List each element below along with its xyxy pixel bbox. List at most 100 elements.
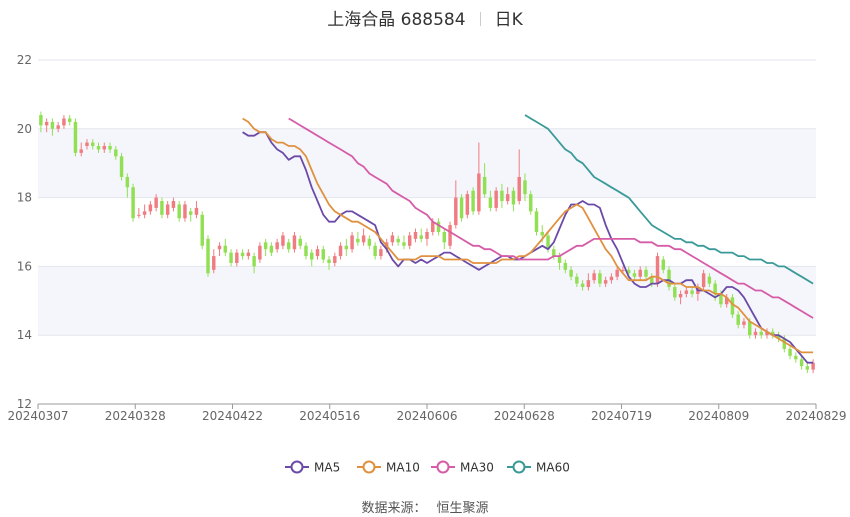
candle-body <box>333 256 337 263</box>
chart-header: 上海合晶 688584 日K <box>0 5 850 30</box>
candle-body <box>776 335 781 339</box>
candle-up <box>701 269 706 291</box>
candle-down <box>511 187 516 212</box>
candle-up <box>281 232 285 250</box>
candle-up <box>603 276 608 288</box>
candle-body <box>465 194 470 215</box>
title-divider <box>479 12 481 26</box>
candle-body <box>79 149 83 153</box>
legend-label-ma10: MA10 <box>386 461 420 475</box>
candle-body <box>177 204 181 219</box>
candle-body <box>390 235 395 243</box>
candle-body <box>431 221 435 232</box>
candle-body <box>730 297 735 315</box>
candle-body <box>367 238 372 246</box>
candle-body <box>650 276 654 284</box>
candle-body <box>419 235 423 239</box>
candle-body <box>114 149 118 157</box>
candle-body <box>165 204 170 215</box>
candle-body <box>684 290 689 294</box>
candle-body <box>736 314 740 325</box>
candle-body <box>142 211 147 215</box>
candle-body <box>44 121 49 126</box>
candle-body <box>459 197 464 219</box>
candle-body <box>799 359 804 367</box>
candle-body <box>603 280 608 284</box>
candle-up <box>390 232 395 246</box>
x-tick-label: 20240628 <box>494 409 555 423</box>
candle-body <box>56 125 60 129</box>
candle-down <box>240 249 245 260</box>
candle-down <box>575 273 579 288</box>
candle-body <box>223 245 228 253</box>
candle-up <box>258 242 262 263</box>
ma30-line <box>288 117 814 319</box>
candle-up <box>678 290 683 305</box>
candle-up <box>742 318 746 329</box>
candle-body <box>563 262 568 270</box>
candle-body <box>713 283 717 294</box>
period-tab[interactable]: 日K <box>494 10 523 30</box>
candle-body <box>592 273 596 281</box>
x-tick-label: 20240809 <box>688 409 749 423</box>
ma60-line <box>524 114 814 285</box>
candle-body <box>580 283 585 288</box>
candle-up <box>638 266 642 281</box>
x-tick-label: 20240516 <box>299 409 360 423</box>
x-tick-label: 20240422 <box>202 409 263 423</box>
candle-up <box>425 228 429 246</box>
candle-up <box>413 228 418 243</box>
candle-body <box>626 269 631 274</box>
candle-body <box>379 249 383 257</box>
candle-body <box>488 197 493 208</box>
candle-up <box>615 266 619 281</box>
candle-body <box>632 273 637 277</box>
candle-body <box>131 187 135 219</box>
candle-up <box>811 359 815 374</box>
candle-down <box>50 118 55 136</box>
candle-down <box>286 238 291 253</box>
candle-body <box>327 259 331 263</box>
legend-marker-ma30 <box>436 460 450 474</box>
plot-band <box>38 128 816 198</box>
candle-down <box>96 142 101 153</box>
candle-up <box>477 142 481 215</box>
plot-band <box>38 266 816 336</box>
candle-down <box>327 256 331 270</box>
candle-down <box>304 242 308 260</box>
candle-body <box>212 256 216 270</box>
y-tick-label: 18 <box>17 191 32 205</box>
candle-body <box>811 362 815 370</box>
candle-body <box>160 201 164 215</box>
candle-down <box>471 187 475 215</box>
candle-down <box>759 328 763 339</box>
candle-body <box>759 331 763 336</box>
candle-down <box>707 273 712 288</box>
candle-body <box>765 331 769 336</box>
candle-body <box>194 207 199 215</box>
candle-body <box>96 146 101 150</box>
candle-up <box>505 187 510 205</box>
candle-down <box>482 163 487 198</box>
candle-up <box>79 142 83 157</box>
y-tick-label: 16 <box>17 259 32 273</box>
candle-body <box>229 252 233 263</box>
candle-down <box>223 238 228 257</box>
candle-down <box>730 293 735 318</box>
candle-up <box>142 204 147 219</box>
candle-body <box>661 259 666 270</box>
candle-down <box>269 242 274 257</box>
candle-up <box>165 201 170 219</box>
candle-up <box>102 142 107 153</box>
candle-body <box>805 366 810 370</box>
candle-body <box>598 273 602 284</box>
candle-up <box>56 121 60 133</box>
candle-up <box>753 328 758 339</box>
candle-body <box>753 331 758 336</box>
candle-up <box>592 269 596 284</box>
candle-body <box>707 276 712 284</box>
candle-down <box>160 197 164 219</box>
candle-body <box>39 115 43 126</box>
candle-body <box>794 355 798 360</box>
